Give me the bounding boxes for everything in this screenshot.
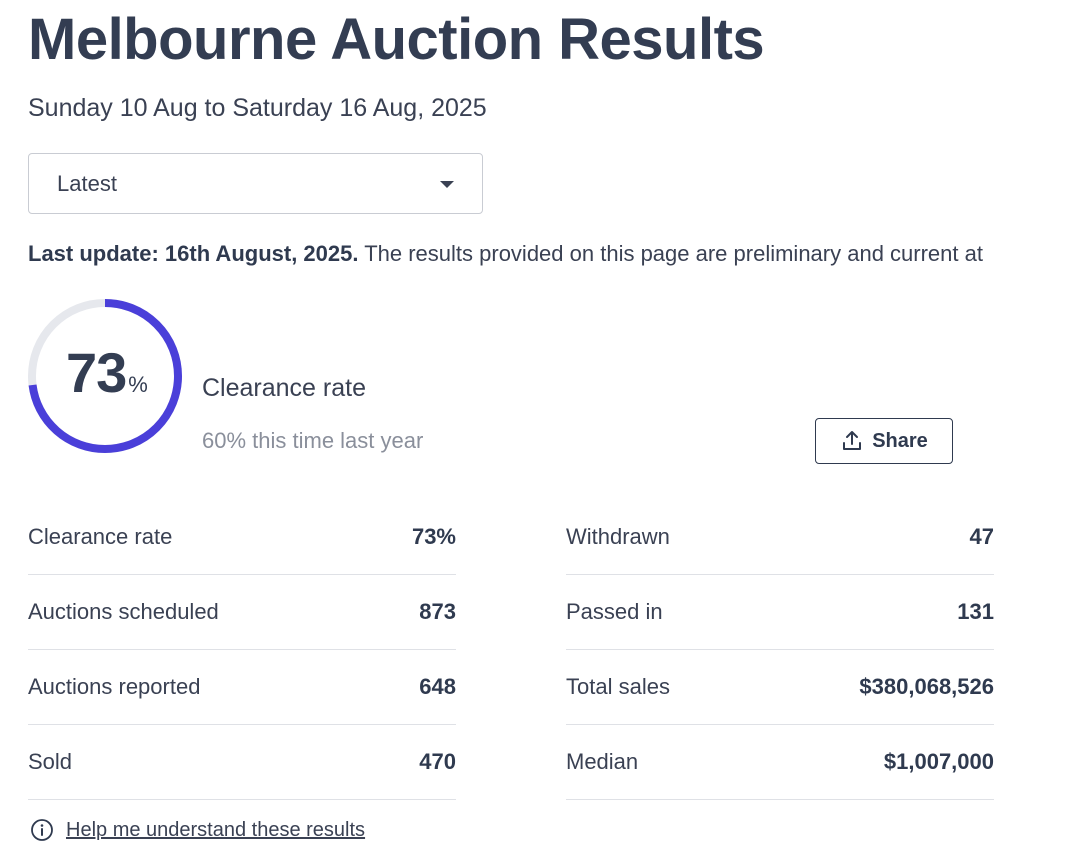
gauge-progress-arc [28, 299, 182, 453]
stat-row-median: Median $1,007,000 [566, 725, 994, 800]
help-link-text[interactable]: Help me understand these results [66, 818, 366, 841]
stat-value: 73% [411, 524, 456, 549]
stat-value: 47 [969, 524, 994, 549]
period-select[interactable]: Latest [28, 153, 483, 214]
gauge-comparison: 60% this time last year [202, 428, 424, 453]
chevron-down-icon [440, 181, 454, 188]
gauge-unit: % [128, 372, 148, 397]
stat-label: Auctions scheduled [28, 599, 219, 624]
share-upload-icon [843, 431, 862, 450]
stat-label: Auctions reported [28, 674, 201, 699]
share-button[interactable]: Share [815, 418, 953, 464]
stat-row-passed-in: Passed in 131 [566, 575, 994, 650]
date-range: Sunday 10 Aug to Saturday 16 Aug, 2025 [28, 94, 487, 122]
stat-value: 873 [419, 599, 456, 624]
period-select-value: Latest [57, 170, 117, 196]
gauge-label: Clearance rate [202, 374, 366, 402]
update-notice-text: The results provided on this page are pr… [358, 241, 983, 266]
stat-row-auctions-reported: Auctions reported 648 [28, 650, 456, 725]
help-link[interactable]: Help me understand these results [30, 818, 365, 842]
stat-value: $1,007,000 [883, 749, 994, 774]
gauge-value: 73% [66, 340, 148, 405]
info-icon [31, 819, 53, 841]
stat-row-total-sales: Total sales $380,068,526 [566, 650, 994, 725]
stat-row-clearance-rate: Clearance rate 73% [28, 500, 456, 575]
stats-column-right: Withdrawn 47 Passed in 131 Total sales $… [566, 500, 994, 800]
stat-label: Median [566, 749, 639, 774]
stat-label: Total sales [566, 674, 670, 699]
stat-label: Passed in [566, 599, 663, 624]
last-update-label: Last update: 16th August, 2025. [28, 241, 359, 266]
stat-row-withdrawn: Withdrawn 47 [566, 500, 994, 575]
stat-value: 131 [957, 599, 994, 624]
stat-value: 648 [419, 674, 456, 699]
stat-value: 470 [419, 749, 456, 774]
clearance-rate-gauge [28, 299, 182, 453]
page-title: Melbourne Auction Results [28, 7, 765, 72]
stat-label: Sold [28, 749, 73, 774]
update-notice: Last update: 16th August, 2025. The resu… [28, 241, 1080, 267]
stat-label: Clearance rate [28, 524, 173, 549]
share-button-label: Share [872, 429, 928, 452]
stat-label: Withdrawn [566, 524, 670, 549]
stats-column-left: Clearance rate 73% Auctions scheduled 87… [28, 500, 456, 800]
stat-row-auctions-scheduled: Auctions scheduled 873 [28, 575, 456, 650]
stat-row-sold: Sold 470 [28, 725, 456, 800]
gauge-number: 73 [66, 341, 127, 404]
stat-value: $380,068,526 [859, 674, 994, 699]
